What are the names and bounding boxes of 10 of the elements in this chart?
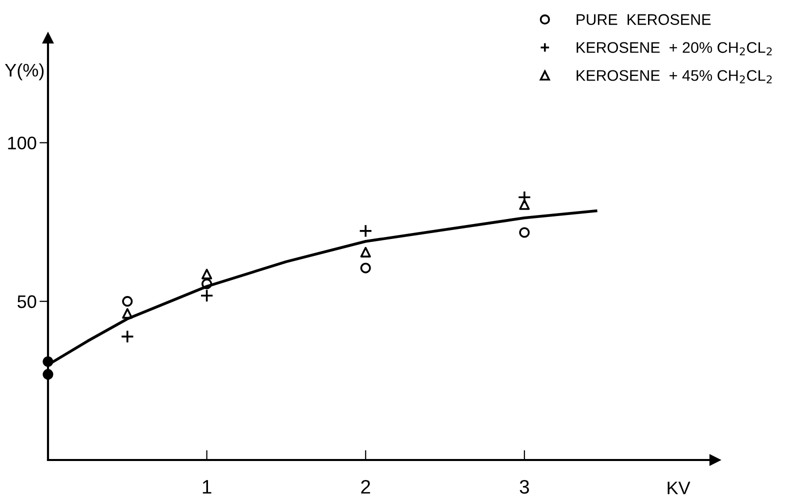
x-tick-label: 1 xyxy=(202,480,212,494)
legend-label: KEROSENE + 20% CH$_{2}$CL$_{2}$ xyxy=(576,42,772,56)
x-tick-label: 2 xyxy=(361,480,370,494)
y-axis-title: Y(%) xyxy=(4,63,44,80)
legend-label: KEROSENE + 45% CH$_{2}$CL$_{2}$ xyxy=(576,70,772,84)
legend-label: PURE KEROSENE xyxy=(576,14,711,25)
x-axis-title: KV xyxy=(668,482,690,494)
x-tick-label: 3 xyxy=(520,480,529,494)
y-tick-label: 100 xyxy=(8,136,36,150)
y-tick-label: 50 xyxy=(18,295,36,308)
